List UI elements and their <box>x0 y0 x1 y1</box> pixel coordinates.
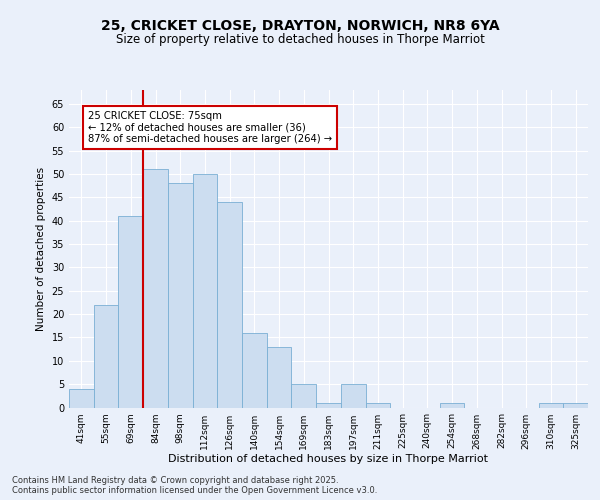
X-axis label: Distribution of detached houses by size in Thorpe Marriot: Distribution of detached houses by size … <box>169 454 488 464</box>
Text: Contains HM Land Registry data © Crown copyright and database right 2025.
Contai: Contains HM Land Registry data © Crown c… <box>12 476 377 495</box>
Bar <box>267 347 292 408</box>
Text: 25, CRICKET CLOSE, DRAYTON, NORWICH, NR8 6YA: 25, CRICKET CLOSE, DRAYTON, NORWICH, NR8… <box>101 19 499 33</box>
Text: Size of property relative to detached houses in Thorpe Marriot: Size of property relative to detached ho… <box>116 32 484 46</box>
Bar <box>168 184 193 408</box>
Bar <box>341 384 365 407</box>
Text: 25 CRICKET CLOSE: 75sqm
← 12% of detached houses are smaller (36)
87% of semi-de: 25 CRICKET CLOSE: 75sqm ← 12% of detache… <box>88 111 332 144</box>
Bar <box>365 403 390 407</box>
Bar <box>316 403 341 407</box>
Bar <box>118 216 143 408</box>
Bar <box>217 202 242 408</box>
Bar <box>193 174 217 408</box>
Bar <box>440 403 464 407</box>
Bar <box>292 384 316 407</box>
Bar <box>143 170 168 408</box>
Bar <box>69 389 94 407</box>
Bar <box>563 403 588 407</box>
Bar <box>539 403 563 407</box>
Y-axis label: Number of detached properties: Number of detached properties <box>36 166 46 331</box>
Bar <box>242 333 267 407</box>
Bar <box>94 305 118 408</box>
